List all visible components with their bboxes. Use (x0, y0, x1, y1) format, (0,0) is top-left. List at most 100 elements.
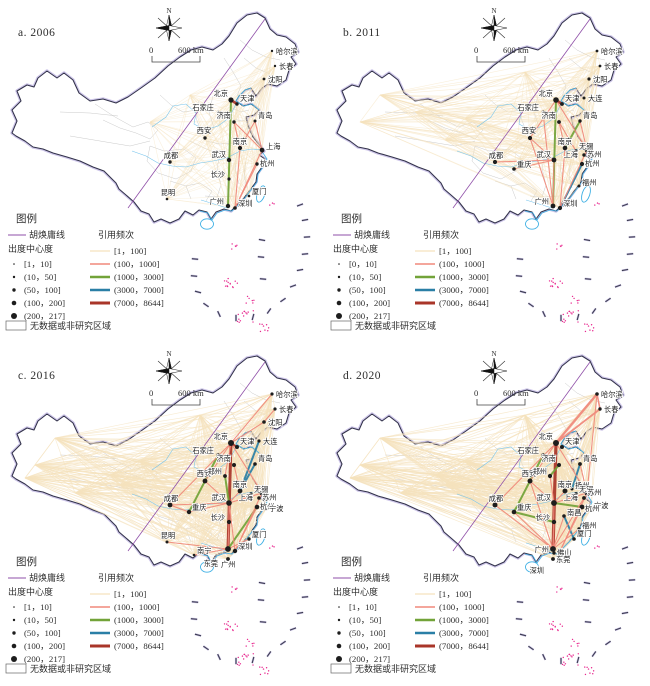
citation-link-light (248, 65, 276, 197)
island-dot (226, 280, 228, 282)
city-label: 长春 (279, 405, 293, 414)
citation-link-light (169, 147, 241, 163)
city-dot (579, 161, 585, 167)
river (131, 491, 263, 511)
island-dot (237, 313, 239, 316)
citation-link-light (189, 94, 238, 105)
island-dot (227, 620, 229, 623)
city-label: 济南 (217, 454, 231, 463)
sea-dash (621, 203, 629, 207)
citation-flow (529, 442, 557, 482)
river (151, 103, 237, 131)
centrality-label-4: (100，200] (24, 298, 65, 308)
citation-link-light (379, 437, 544, 456)
island-dot (234, 245, 237, 247)
citation-link-light (34, 414, 201, 466)
sea-dash (584, 621, 592, 623)
citation-flow (579, 463, 588, 494)
citation-link-light (359, 464, 575, 540)
city-dot (553, 440, 559, 446)
city-dot (577, 184, 581, 188)
city-label: 长沙 (211, 170, 225, 179)
legend-title: 图例 (341, 555, 362, 568)
island-dot (259, 323, 261, 325)
citation-flow (263, 408, 276, 423)
city-dot (216, 453, 220, 457)
sea-dash (301, 218, 309, 222)
compass-n-label: N (491, 7, 496, 15)
island-dot (551, 628, 554, 631)
island-dot (238, 661, 240, 663)
island-dot (226, 285, 229, 288)
island-dot (548, 280, 551, 282)
citation-link-light (54, 393, 273, 439)
citation-link-light (228, 149, 263, 161)
citation-link-light (359, 464, 555, 554)
citation-flow (234, 506, 258, 552)
hu-line-label: 胡焕庸线 (29, 229, 65, 240)
island-dot (570, 302, 572, 304)
province-boundary (59, 111, 119, 117)
citation-link-light (109, 474, 121, 486)
sea-dash (583, 238, 591, 242)
citation-link-light (166, 137, 206, 200)
compass-needle-ew-dark (155, 368, 170, 374)
citation-link-light (139, 460, 236, 552)
island-dot (556, 586, 558, 588)
map-panel-d: 哈尔滨 长春 北京 天津 石家庄 济南 青岛 西安 郑州 南京 扬州 无锡 上海 苏州 宁波 杭州 武汉 南昌 长沙… (325, 343, 650, 686)
coastline (199, 495, 268, 564)
citation-link-light (379, 94, 583, 165)
city-label: 哈尔滨 (601, 47, 623, 56)
citation-flow (529, 137, 554, 207)
island-dot (264, 329, 266, 331)
citation-link-light (359, 117, 466, 123)
citation-flow (554, 392, 599, 445)
city-label: 昆明 (161, 189, 175, 197)
citation-link-light (513, 99, 557, 170)
hu-huanyong-line (452, 18, 591, 209)
city-label: 苏州 (262, 493, 276, 502)
citation-link-light (444, 460, 466, 486)
citation-link-light (379, 94, 466, 119)
island-dot (265, 667, 268, 669)
centrality-label-1: [0，10] (349, 259, 377, 269)
city-label: 重庆 (517, 503, 531, 512)
city-label: 杭州 (585, 504, 599, 513)
city-dot (562, 145, 568, 151)
city-label: 郑州 (208, 467, 222, 476)
sea-dash (605, 297, 611, 303)
city-dot (226, 500, 232, 506)
sea-dash (296, 546, 304, 550)
city-label: 济南 (542, 111, 556, 120)
city-label: 北京 (214, 432, 228, 441)
citation-link-light (524, 408, 601, 416)
citation-link-light (189, 78, 265, 96)
sea-dash (626, 253, 634, 255)
citation-link-light (169, 161, 230, 180)
citation-link-light (359, 111, 544, 123)
scale-zero: 0 (474, 45, 478, 55)
island-dot (247, 311, 249, 313)
city-dot (259, 147, 265, 153)
island-dot (236, 625, 239, 627)
island-dot (224, 628, 227, 630)
island-dot (237, 656, 239, 659)
citation-link-light (349, 460, 466, 479)
city-label: 广州 (221, 560, 235, 569)
compass-needle-ew-dark (480, 368, 495, 374)
centrality-label-2: (10，50] (349, 272, 381, 282)
island-dot (577, 302, 579, 304)
citation-link-light (494, 414, 526, 506)
map-panel-c: 哈尔滨 长春 沈阳 大连 北京 天津 石家庄 济南 青岛 西安 郑州 南京 无锡 上海 苏州 杭州 宁波 武汉 长沙… (0, 343, 325, 686)
city-label: 天津 (565, 95, 579, 103)
citation-link-light (189, 94, 263, 151)
city-label: 宁波 (594, 501, 608, 510)
citation-link-light (166, 99, 232, 200)
citation-link-light (54, 437, 141, 462)
citation-link-light (379, 437, 581, 465)
sea-dash (266, 651, 272, 657)
island-dot (578, 299, 580, 301)
citation-link-light (464, 117, 496, 163)
citation-link-light (166, 120, 256, 200)
